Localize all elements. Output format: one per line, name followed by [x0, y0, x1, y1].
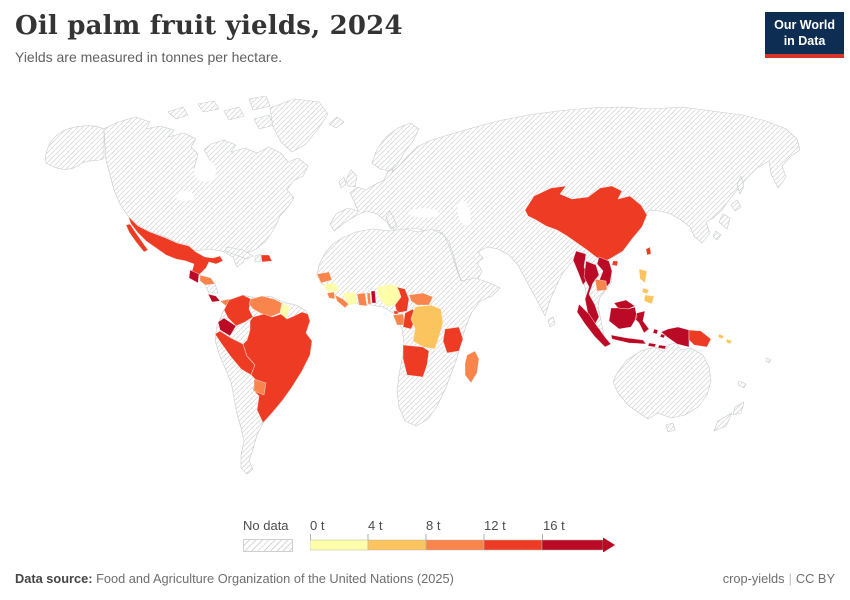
legend-color-scale: 0 t 4 t 8 t 12 t 16 t	[310, 518, 620, 558]
country-ecuador[interactable]	[217, 317, 237, 337]
page-subtitle: Yields are measured in tonnes per hectar…	[15, 48, 283, 65]
country-paraguay[interactable]	[253, 378, 267, 396]
land-japan-korea-islands	[547, 175, 745, 328]
country-cambodia[interactable]	[594, 278, 608, 292]
legend-bar[interactable]	[310, 534, 616, 552]
land-greenland	[269, 98, 329, 153]
land-tasmania	[665, 422, 676, 433]
legend-bin-8-12[interactable]	[425, 539, 485, 551]
data-source-label: Data source:	[15, 571, 93, 586]
legend-bin-4-8[interactable]	[367, 539, 427, 551]
country-solomon-islands[interactable]	[717, 333, 733, 345]
land-scandinavia	[371, 122, 420, 172]
logo-line1: Our World	[774, 18, 835, 32]
legend-tick-4: 4 t	[368, 518, 383, 533]
land-nicaragua	[204, 283, 219, 294]
country-dominican-republic[interactable]	[260, 254, 273, 263]
land-british-isles	[338, 169, 358, 189]
inland-seas	[176, 160, 471, 226]
footer-license[interactable]: CC BY	[795, 571, 835, 586]
country-guinea[interactable]	[323, 282, 340, 293]
legend-tick-12: 12 t	[484, 518, 506, 533]
data-source: Data source: Food and Agriculture Organi…	[15, 571, 454, 586]
land-cuba-haiti	[224, 246, 262, 263]
country-dr-congo[interactable]	[410, 304, 444, 350]
legend-arrow-icon	[603, 537, 615, 552]
country-senegal[interactable]	[316, 271, 333, 284]
country-benin[interactable]	[370, 290, 377, 304]
country-brazil[interactable]	[242, 311, 313, 424]
country-mexico[interactable]	[125, 215, 224, 276]
data-countries	[125, 185, 733, 424]
no-data-landmasses	[45, 95, 801, 475]
legend-tick-8: 8 t	[426, 518, 441, 533]
country-colombia[interactable]	[223, 294, 254, 327]
legend-bin-12-16[interactable]	[483, 539, 543, 551]
country-equatorial-guinea[interactable]	[393, 310, 399, 315]
country-guatemala[interactable]	[188, 269, 200, 284]
legend-no-data-swatch[interactable]	[243, 539, 293, 552]
legend-no-data: No data	[243, 518, 293, 552]
country-philippines[interactable]	[638, 268, 655, 305]
country-tanzania[interactable]	[442, 326, 464, 354]
country-ghana[interactable]	[356, 292, 368, 307]
legend-bin-0-4[interactable]	[310, 539, 369, 551]
page-title: Oil palm fruit yields, 2024	[15, 11, 403, 41]
black-sea	[410, 208, 438, 218]
legend-tick-0: 0 t	[310, 518, 325, 533]
country-papua-new-guinea[interactable]	[688, 329, 712, 348]
country-costa-rica[interactable]	[207, 293, 221, 303]
chart-footer: Data source: Food and Agriculture Organi…	[15, 571, 835, 586]
land-north-america	[103, 116, 309, 268]
footer-links: crop-yields | CC BY	[723, 571, 835, 586]
legend-tick-16: 16 t	[543, 518, 565, 533]
country-sierra-leone[interactable]	[326, 291, 336, 300]
data-source-text: Food and Agriculture Organization of the…	[92, 571, 454, 586]
land-australia	[612, 342, 712, 420]
country-madagascar[interactable]	[464, 350, 480, 384]
country-venezuela[interactable]	[248, 295, 283, 318]
owid-logo[interactable]: Our World in Data	[765, 12, 844, 58]
caspian-sea	[457, 200, 471, 226]
legend-bin-16plus[interactable]	[541, 539, 604, 551]
land-pacific-islands	[737, 357, 772, 389]
country-cote-divoire[interactable]	[342, 291, 358, 306]
legend-no-data-label: No data	[243, 518, 289, 533]
country-thailand[interactable]	[583, 260, 600, 327]
country-china[interactable]	[524, 185, 648, 267]
land-alaska	[45, 125, 105, 170]
country-liberia[interactable]	[334, 294, 350, 309]
country-taiwan[interactable]	[645, 246, 652, 256]
land-new-zealand	[713, 401, 745, 432]
country-gabon[interactable]	[392, 313, 406, 326]
great-lakes	[176, 191, 194, 201]
hudson-bay	[194, 160, 216, 182]
land-iceland	[328, 116, 345, 129]
logo-line2: in Data	[783, 34, 826, 49]
chart-header: Oil palm fruit yields, 2024 Yields are m…	[15, 11, 755, 65]
country-togo[interactable]	[366, 292, 372, 305]
footer-divider: |	[788, 571, 792, 586]
country-honduras[interactable]	[199, 274, 216, 286]
country-angola[interactable]	[402, 344, 430, 378]
land-arctic-islands	[167, 95, 275, 130]
footer-note[interactable]: crop-yields	[722, 571, 785, 586]
